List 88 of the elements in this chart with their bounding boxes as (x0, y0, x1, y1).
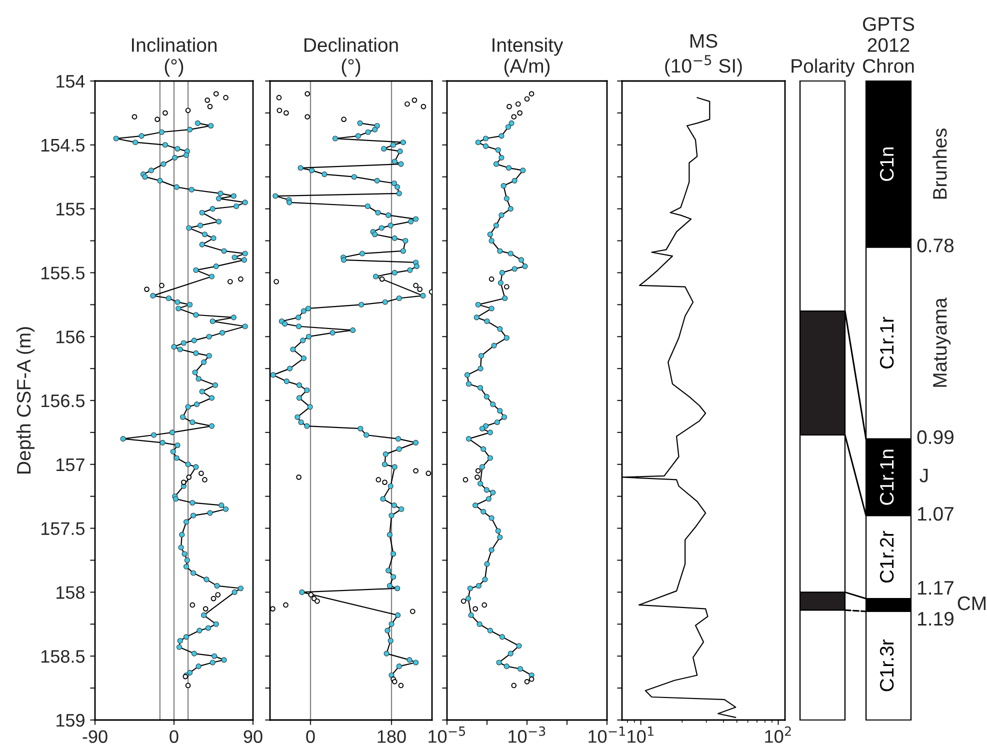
point (185, 682, 191, 688)
point (223, 94, 228, 100)
point (382, 480, 388, 485)
point (154, 116, 160, 122)
point (132, 114, 138, 120)
point (413, 468, 418, 474)
point (426, 470, 432, 476)
point (270, 606, 276, 612)
y-tick-label: 155 (56, 202, 85, 216)
point (276, 108, 282, 114)
point (162, 110, 168, 116)
x-tick-label: 10$^{−3}$ (508, 726, 546, 743)
text: 1.07 (918, 506, 954, 521)
point (413, 282, 418, 288)
point (190, 602, 196, 608)
y-tick-label: 157 (56, 458, 84, 472)
point (379, 276, 385, 282)
y-tick-label: 155.5 (41, 266, 85, 280)
x-tick-label: 10$^{−1}$ (588, 726, 625, 743)
text: 0.99 (917, 430, 954, 444)
text: Brunhes (932, 128, 947, 199)
y-tick-label: 156.5 (41, 394, 85, 408)
point (304, 91, 310, 96)
point (417, 286, 423, 292)
series-label: C1r.2r (880, 530, 894, 583)
text: 1.17 (918, 581, 954, 595)
point (274, 278, 279, 284)
point (159, 282, 164, 288)
chart-title: Intensity (A/m) (492, 38, 564, 77)
point (204, 97, 210, 103)
x-tick-label: 90 (244, 730, 262, 743)
text: 0.78 (917, 238, 954, 252)
text: CM (958, 596, 986, 610)
y-tick-label: 157.5 (41, 522, 85, 536)
chart-title: GPTS 2012 Chron (863, 17, 914, 73)
chart-title: Declination (°) (304, 38, 398, 77)
point (284, 110, 289, 116)
y-tick-label: 158.5 (41, 650, 85, 663)
point (185, 108, 191, 114)
point (207, 104, 213, 110)
series-label: C1n (880, 147, 894, 181)
point (215, 592, 221, 598)
point (180, 480, 186, 485)
point (186, 474, 192, 480)
point (210, 596, 216, 602)
point (404, 101, 410, 107)
x-tick-label: 180 (378, 730, 406, 743)
point (341, 116, 346, 122)
point (304, 114, 310, 120)
x-tick-label: -90 (82, 730, 108, 743)
point (202, 606, 208, 612)
x-tick-label: 0 (306, 730, 315, 743)
point (410, 608, 416, 614)
chart-title: Polarity (792, 58, 855, 77)
y-tick-label: 154.5 (41, 139, 85, 152)
y-axis-title: Depth CSF-A (m) (16, 327, 35, 474)
x-tick-label: 10$^{−5}$ (428, 726, 466, 743)
point (420, 104, 426, 110)
point (283, 602, 288, 608)
point (376, 477, 382, 482)
text: J (920, 468, 928, 482)
point (238, 276, 244, 282)
point (198, 470, 204, 476)
y-tick-label: 158 (56, 586, 84, 599)
point (308, 592, 314, 598)
point (398, 682, 404, 688)
series-label: C1r.1n (880, 450, 894, 505)
point (296, 474, 302, 480)
text: Matuyama (933, 298, 951, 387)
chart-title: MS (10$^{−5}$ SI) (665, 34, 742, 77)
y-tick-label: 156 (56, 330, 84, 344)
series-label: C1r.3r (880, 640, 894, 692)
x-tick-label: 10$^{2}$ (765, 726, 791, 743)
x-tick-label: 0 (170, 730, 178, 743)
point (227, 278, 233, 284)
y-tick-label: 154 (56, 75, 85, 88)
point (314, 598, 320, 604)
text: 1.19 (918, 612, 954, 626)
point (392, 678, 398, 684)
y-tick-label: 159 (56, 714, 84, 727)
point (412, 97, 418, 103)
point (144, 286, 150, 292)
series-label: C1r.1r (880, 316, 894, 368)
x-tick-label: 10$^{1}$ (628, 726, 654, 743)
point (276, 94, 282, 100)
point (213, 91, 219, 96)
point (202, 477, 208, 482)
chart-title: Inclination (°) (132, 38, 217, 77)
